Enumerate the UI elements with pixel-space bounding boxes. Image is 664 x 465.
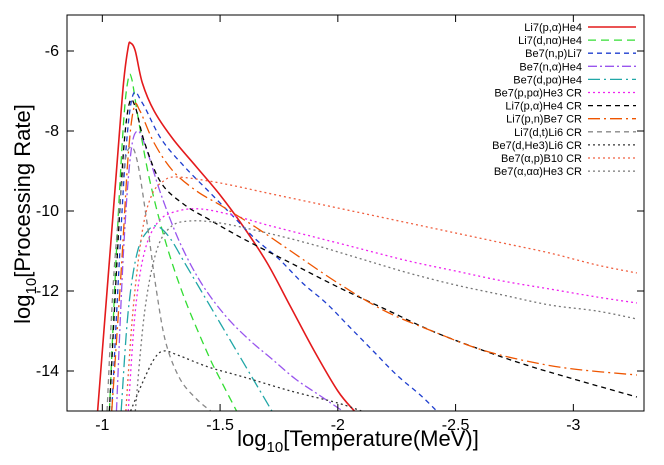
legend-item: Be7(n,α)He4 [519, 61, 636, 73]
x-axis-title-rest: [Temperature(MeV)] [283, 426, 479, 451]
x-tick-label: -1 [95, 417, 109, 434]
legend-label: Be7(d,pα)He4 [513, 74, 582, 86]
series-line-9 [106, 146, 212, 411]
x-axis-title: log10[Temperature(MeV)] [237, 426, 479, 456]
legend-item: Be7(n,p)Li7 [525, 48, 636, 60]
legend-item: Li7(p,α)He4 CR [505, 101, 636, 113]
legend-label: Be7(d,He3)Li6 CR [492, 140, 582, 152]
legend-item: Be7(α,p)B10 CR [501, 153, 636, 165]
y-tick-label: -12 [36, 283, 59, 300]
series-line-1 [96, 41, 355, 411]
legend-item: Be7(d,He3)Li6 CR [492, 140, 636, 152]
x-tick-label: -2 [331, 417, 345, 434]
series-line-6 [127, 208, 638, 411]
legend-label: Be7(p,pα)He3 CR [494, 88, 582, 100]
ticks-layer: -1 -1.5 -2 -2.5 -3 -6 -8 -10 -12 -14 [36, 15, 644, 434]
series-line-12 [134, 220, 638, 411]
legend-label: Be7(n,p)Li7 [525, 48, 582, 60]
legend-item: Li7(d,nα)He4 [518, 35, 636, 47]
series-line-8 [111, 102, 637, 411]
series-line-10 [129, 350, 362, 411]
legend-label: Li7(d,t)Li6 CR [514, 127, 582, 139]
legend-item: Be7(p,pα)He3 CR [494, 88, 636, 100]
x-tick-label: -1.5 [206, 417, 234, 434]
y-tick-label: -6 [45, 43, 59, 60]
y-tick-label: -8 [45, 123, 59, 140]
series-line-3 [111, 91, 438, 411]
legend-label: Be7(α,p)B10 CR [501, 153, 582, 165]
series-line-7 [108, 98, 638, 411]
legend-label: Li7(p,α)He4 [524, 22, 582, 34]
legend-item: Be7(d,pα)He4 [513, 74, 636, 86]
legend-item: Li7(d,t)Li6 CR [514, 127, 636, 139]
plot-frame [66, 14, 645, 412]
x-tick-label: -2.5 [442, 417, 470, 434]
y-axis-title-base: log [10, 294, 35, 323]
series-line-4 [115, 130, 343, 411]
legend-label: Be7(α,αα)He3 CR [494, 166, 582, 178]
legend-label: Li7(d,nα)He4 [518, 35, 582, 47]
series-line-5 [120, 225, 273, 411]
y-axis-title-sub: 10 [23, 278, 40, 295]
y-axis-title: log10[Processing Rate] [10, 104, 40, 324]
x-axis-title-sub: 10 [267, 439, 284, 456]
legend-item: Li7(p,α)He4 [524, 22, 636, 34]
y-axis-title-rest: [Processing Rate] [10, 104, 35, 278]
legend: Li7(p,α)He4Li7(d,nα)He4Be7(n,p)Li7Be7(n,… [492, 22, 636, 178]
x-tick-label: -3 [566, 417, 580, 434]
x-axis-title-base: log [237, 426, 266, 451]
legend-label: Li7(p,α)He4 CR [505, 101, 582, 113]
series-line-11 [125, 176, 638, 411]
legend-label: Be7(n,α)He4 [519, 61, 582, 73]
legend-item: Be7(α,αα)He3 CR [494, 166, 636, 178]
series-line-2 [108, 73, 238, 411]
series-layer [96, 41, 638, 411]
y-tick-label: -14 [36, 363, 59, 380]
y-tick-label: -10 [36, 203, 59, 220]
legend-item: Li7(p,n)Be7 CR [506, 114, 636, 126]
legend-label: Li7(p,n)Be7 CR [506, 114, 582, 126]
